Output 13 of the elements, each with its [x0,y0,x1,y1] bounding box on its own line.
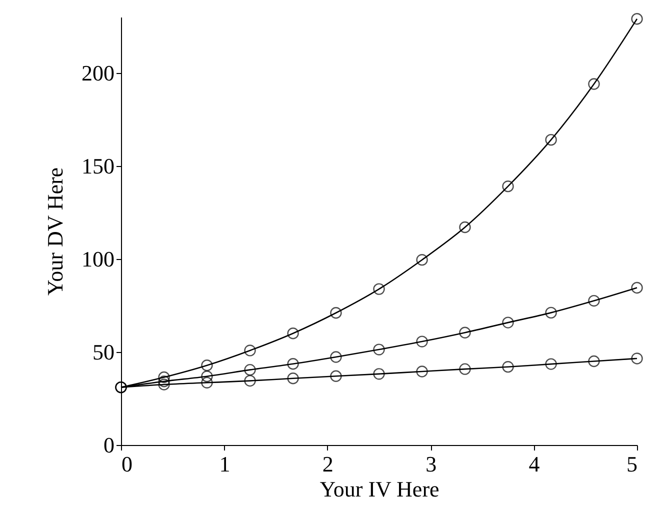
x-axis-title: Your IV Here [320,476,440,502]
y-tick-label: 200 [82,60,114,86]
x-tick-label: 0 [122,452,132,476]
y-tick-label: 100 [82,246,114,272]
x-tick-label: 5 [626,452,638,476]
y-tick-label: 50 [92,339,114,364]
y-tick-label: 0 [104,432,114,458]
x-tick-label: 3 [426,452,437,476]
x-tick-label: 2 [322,452,334,476]
y-tick-label: 150 [82,153,114,178]
x-tick-label: 4 [528,452,540,476]
y-axis-title: Your DV Here [42,167,68,296]
x-tick-label: 1 [219,452,230,476]
